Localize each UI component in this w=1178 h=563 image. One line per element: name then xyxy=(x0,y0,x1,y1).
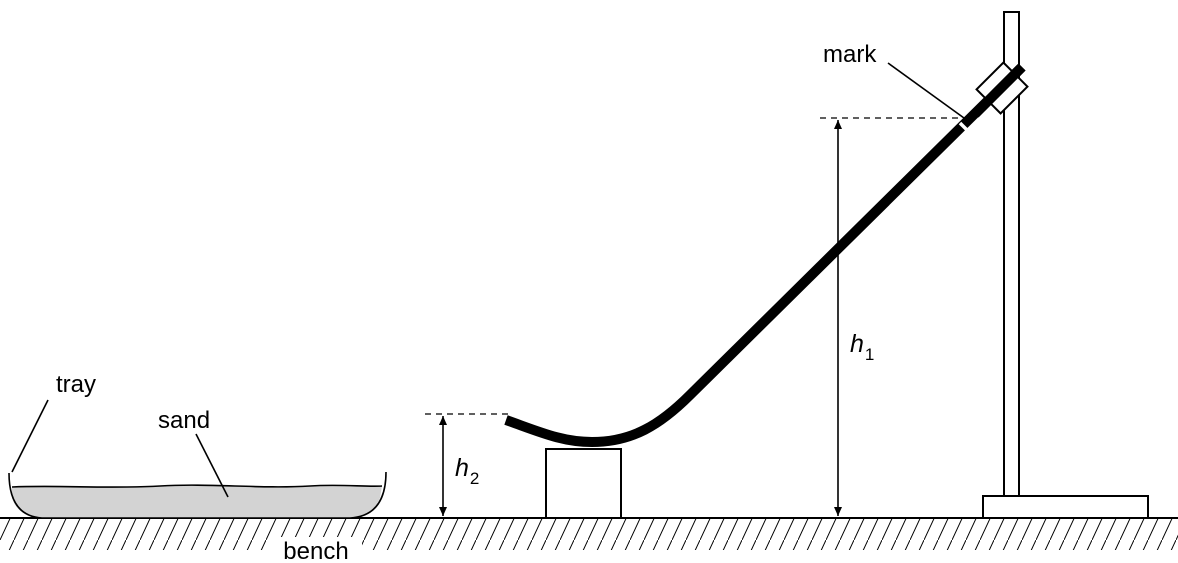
stand-rod xyxy=(1003,11,1020,497)
tray-outline xyxy=(8,471,387,519)
sand-label: sand xyxy=(158,407,210,434)
h1-dimension: h1 xyxy=(820,117,966,516)
mark-leader xyxy=(887,62,965,119)
h2-label: h2 xyxy=(455,454,479,488)
track-in-clamp xyxy=(971,63,1026,118)
bench-label: bench xyxy=(283,538,348,563)
bench-hatching xyxy=(0,519,1178,550)
h2-dimension: h2 xyxy=(425,413,508,516)
curved-track xyxy=(504,63,1026,448)
h1-label: h1 xyxy=(850,330,874,364)
clamp-stand xyxy=(982,11,1149,519)
bench: bench xyxy=(0,517,1178,563)
tray-leader xyxy=(11,399,49,473)
start-mark xyxy=(958,121,976,139)
support-block xyxy=(545,448,622,519)
mark-label: mark xyxy=(823,41,877,68)
sand-surface xyxy=(11,484,383,488)
stand-base xyxy=(982,495,1149,519)
tray: tray sand xyxy=(8,371,387,519)
tray-label: tray xyxy=(56,371,96,398)
sand-leader xyxy=(195,433,229,498)
sand xyxy=(12,485,382,518)
